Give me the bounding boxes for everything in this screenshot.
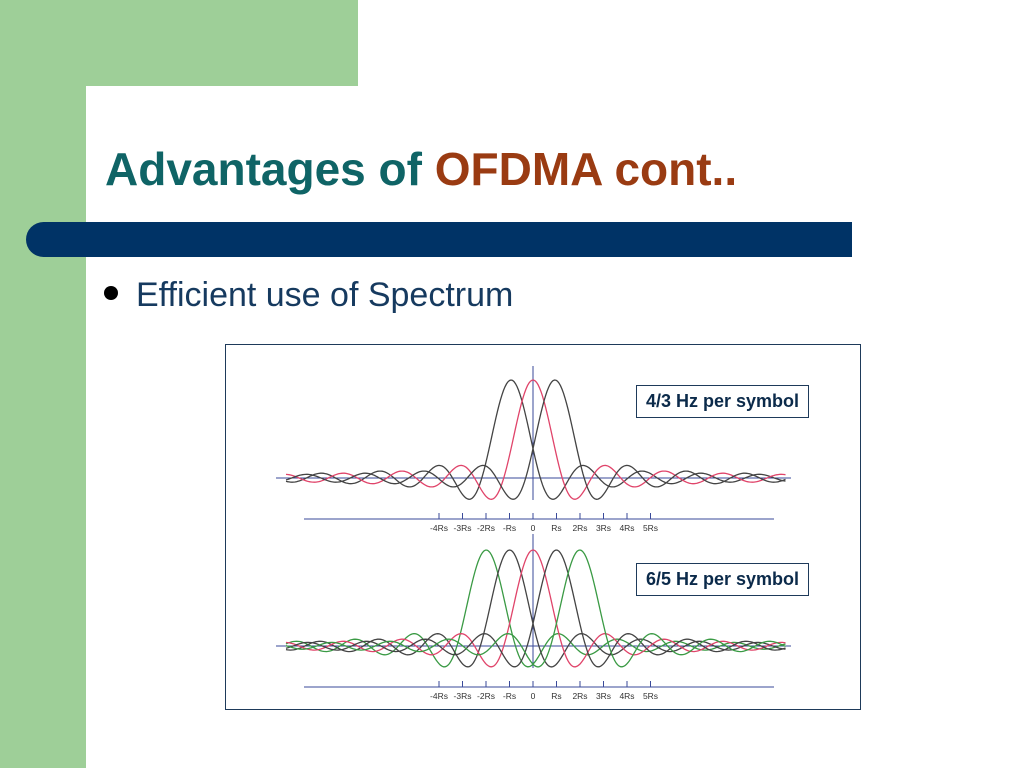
panel-1-tick-label: 0 (531, 523, 536, 533)
panel-1-subcarrier-curve (285, 379, 786, 500)
panel-2-subcarrier-curve (285, 549, 786, 668)
panel-1-tick-label: -Rs (503, 523, 516, 533)
panel-2-tick-label: -4Rs (430, 691, 448, 701)
panel-2-tick-label: 0 (531, 691, 536, 701)
bullet-text: Efficient use of Spectrum (136, 276, 514, 314)
panel-1-tick-label: Rs (551, 523, 561, 533)
panel-2-caption: 6/5 Hz per symbol (636, 563, 810, 596)
spectrum-plot: -4Rs -3Rs -2Rs -Rs 0 Rs 2Rs 3Rs 4Rs 5Rs -4Rs -3Rs -2… (276, 366, 791, 701)
panel-2-tick-label: -2Rs (477, 691, 495, 701)
bullet-dot-icon (104, 286, 118, 300)
title-main: Advantages of (105, 143, 435, 195)
panel-1-tick-label: 2Rs (572, 523, 587, 533)
panel-1-tick-label: -2Rs (477, 523, 495, 533)
panel-2-tick-label: Rs (551, 691, 561, 701)
title-accent: OFDMA cont.. (434, 143, 738, 195)
panel-1-subcarrier-curve (285, 379, 786, 500)
panel-2-tick-label: 3Rs (596, 691, 611, 701)
panel-2-tick-label: -3Rs (454, 691, 472, 701)
panel-2-tick-label: 4Rs (619, 691, 634, 701)
panel-2-tick-label: 5Rs (643, 691, 658, 701)
title-underline-bar (26, 222, 852, 257)
panel-1-subcarrier-curve (285, 379, 786, 500)
panel-2-subcarrier-curve (285, 549, 786, 668)
panel-2-subcarrier-curve (285, 549, 786, 668)
spectrum-figure: -4Rs -3Rs -2Rs -Rs 0 Rs 2Rs 3Rs 4Rs 5Rs -4Rs -3Rs -2… (225, 344, 861, 710)
panel-2-tick-label: -Rs (503, 691, 516, 701)
panel-1-tick-label: -4Rs (430, 523, 448, 533)
panel-1-tick-label: -3Rs (454, 523, 472, 533)
bullet-item: Efficient use of Spectrum (104, 276, 513, 315)
panel-1-tick-label: 4Rs (619, 523, 634, 533)
slide-title: Advantages of OFDMA cont.. (105, 142, 737, 196)
top-corner-band (0, 0, 358, 86)
sidebar-band (0, 0, 86, 768)
panel-1-caption: 4/3 Hz per symbol (636, 385, 810, 418)
panel-2-tick-label: 2Rs (572, 691, 587, 701)
panel-1-tick-label: 3Rs (596, 523, 611, 533)
panel-1-tick-label: 5Rs (643, 523, 658, 533)
